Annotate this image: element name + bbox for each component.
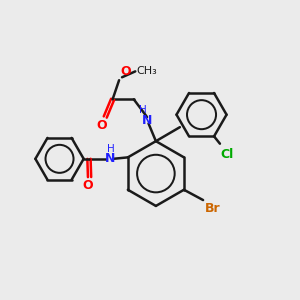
Text: Cl: Cl xyxy=(220,148,233,161)
Text: O: O xyxy=(82,179,92,192)
Text: H: H xyxy=(107,143,115,154)
Text: N: N xyxy=(142,114,152,127)
Text: Br: Br xyxy=(205,202,220,214)
Text: O: O xyxy=(120,65,131,78)
Text: CH₃: CH₃ xyxy=(137,66,158,76)
Text: H: H xyxy=(139,105,146,115)
Text: N: N xyxy=(105,152,116,165)
Text: O: O xyxy=(96,119,107,132)
